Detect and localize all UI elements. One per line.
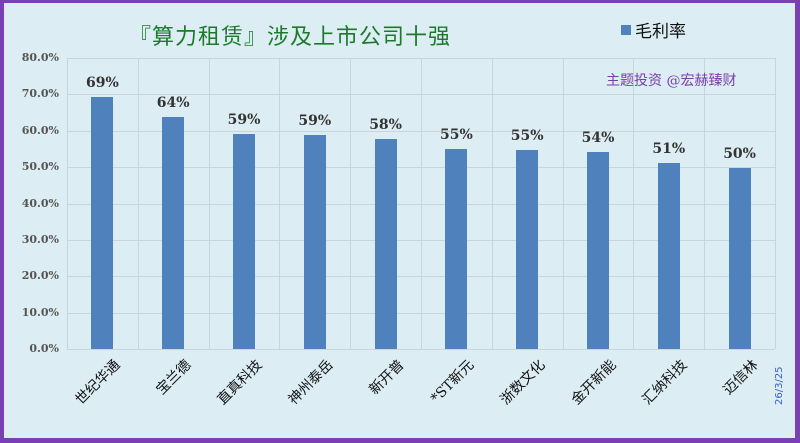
x-tick-label: 新开普	[366, 357, 408, 399]
chart-title: 『算力租赁』涉及上市公司十强	[129, 25, 452, 50]
data-label: 55%	[510, 128, 544, 145]
data-label: 69%	[85, 75, 119, 92]
x-tick-label: 宝兰德	[153, 357, 195, 399]
bar-新开普	[374, 139, 397, 349]
gridline-vertical	[704, 58, 706, 349]
x-tick-label: 金开新能	[568, 357, 620, 409]
data-label: 55%	[439, 126, 473, 143]
gridline-vertical	[279, 58, 281, 349]
gridline-vertical	[137, 58, 139, 349]
legend: 毛利率	[621, 17, 686, 42]
bar-神州泰岳	[303, 135, 326, 349]
y-tick-label: 10.0%	[21, 305, 59, 319]
legend-swatch-icon	[621, 24, 631, 35]
gridline-vertical	[350, 58, 352, 349]
x-tick-label: 神州泰岳	[285, 357, 337, 409]
y-tick-label: 30.0%	[21, 232, 59, 246]
y-tick-label: 20.0%	[21, 269, 59, 283]
data-label: 59%	[227, 112, 261, 129]
data-label: 59%	[298, 113, 332, 130]
bar-*ST新元	[445, 148, 468, 349]
data-label: 50%	[723, 146, 756, 163]
date-stamp: 26/3/25	[774, 366, 785, 405]
bar-迈信林	[728, 168, 751, 349]
gridline-vertical	[562, 58, 564, 349]
bar-汇纳科技	[657, 162, 680, 349]
legend-label: 毛利率	[635, 22, 686, 42]
x-tick-label: 浙数文化	[497, 357, 549, 409]
gridline-horizontal	[67, 349, 775, 350]
gridline-vertical	[67, 58, 68, 349]
x-tick-label: 直真科技	[214, 357, 266, 409]
y-tick-label: 50.0%	[21, 160, 59, 174]
gridline-vertical	[491, 58, 493, 349]
y-tick-label: 0.0%	[29, 342, 59, 355]
bar-浙数文化	[516, 150, 539, 349]
gridline-vertical	[208, 58, 210, 349]
watermark: 主题投资 @宏赫臻财	[606, 73, 737, 89]
x-tick-label: 汇纳科技	[639, 357, 691, 409]
gridline-vertical	[421, 58, 422, 349]
plot-area: 69% 64% 59% 59% 58% 55% 55% 54% 51% 50%	[67, 58, 776, 350]
y-tick-label: 80.0%	[21, 51, 59, 64]
data-label: 51%	[652, 140, 686, 157]
bar-世纪华通	[91, 97, 114, 349]
data-label: 58%	[369, 117, 402, 134]
gridline-vertical	[633, 58, 635, 349]
x-tick-label: *ST新元	[428, 357, 478, 407]
data-label: 54%	[581, 129, 615, 146]
data-label: 64%	[156, 95, 190, 112]
y-tick-label: 60.0%	[21, 123, 59, 137]
y-tick-label: 70.0%	[21, 87, 59, 101]
y-tick-label: 40.0%	[21, 196, 59, 210]
bar-直真科技	[233, 134, 255, 349]
x-tick-label: 世纪华通	[72, 357, 124, 409]
chart-frame: 『算力租赁』涉及上市公司十强 毛利率 69% 64% 59% 59% 58% 55% 55%…	[4, 3, 795, 438]
bar-宝兰德	[162, 117, 185, 349]
bar-金开新能	[587, 151, 609, 349]
gridline-vertical	[775, 58, 776, 349]
x-tick-label: 迈信林	[720, 357, 762, 399]
